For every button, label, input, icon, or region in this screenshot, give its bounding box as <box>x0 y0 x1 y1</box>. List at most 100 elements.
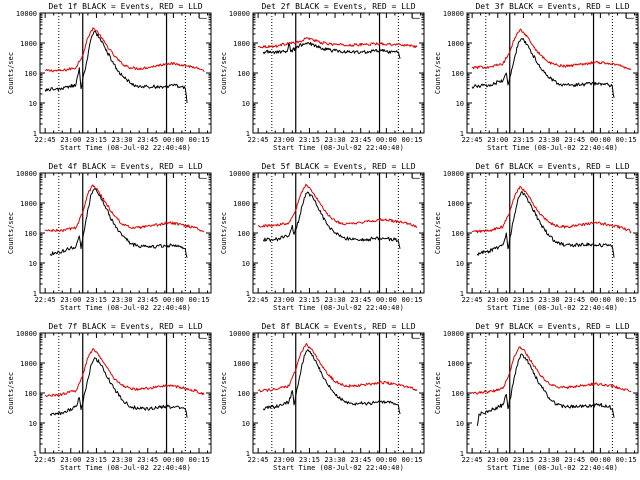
x-tick-label: 00:00 <box>590 456 611 464</box>
x-tick-label: 00:15 <box>401 136 422 144</box>
x-tick-label: 23:00 <box>487 136 508 144</box>
x-tick-label: 23:45 <box>137 296 158 304</box>
x-tick-label: 23:30 <box>325 456 346 464</box>
x-tick-label: 22:45 <box>462 296 483 304</box>
y-tick-label: 10 <box>29 260 37 268</box>
detector-panel-8: Det 8f BLACK = Events, RED = LLD └─ 1 10 100… <box>220 322 425 472</box>
x-tick-label: 23:30 <box>539 296 560 304</box>
y-tick-label: 10000 <box>443 10 464 18</box>
series-events-black <box>262 41 401 59</box>
y-tick-label: 10 <box>242 100 250 108</box>
x-tick-label: 23:15 <box>86 296 107 304</box>
detector-panel-1: Det 1f BLACK = Events, RED = LLD └─ 1 10 100… <box>7 2 212 152</box>
legend-mark: └─ <box>624 13 634 23</box>
y-tick-label: 10 <box>242 420 250 428</box>
x-tick-label: 00:15 <box>615 296 636 304</box>
series-lld-red <box>44 27 205 73</box>
y-axis-label: Counts/sec <box>434 52 442 94</box>
x-tick-label: 23:30 <box>539 456 560 464</box>
x-tick-label: 23:15 <box>299 456 320 464</box>
x-tick-label: 22:45 <box>35 136 56 144</box>
x-tick-label: 23:00 <box>60 456 81 464</box>
x-tick-label: 00:15 <box>188 456 209 464</box>
y-tick-label: 1 <box>460 450 464 458</box>
panel-title: Det 7f BLACK = Events, RED = LLD <box>48 322 202 331</box>
x-tick-label: 23:00 <box>487 296 508 304</box>
y-tick-label: 1 <box>246 130 250 138</box>
detector-panel-9: Det 9f BLACK = Events, RED = LLD └─ 1 10 100… <box>434 322 639 472</box>
series-lld-red <box>471 346 632 395</box>
y-tick-label: 100 <box>237 70 250 78</box>
y-tick-label: 100 <box>451 230 464 238</box>
panel-title: Det 5f BLACK = Events, RED = LLD <box>261 162 415 171</box>
x-tick-label: 23:00 <box>273 296 294 304</box>
x-axis-label: Start Time (08-Jul-02 22:40:40) <box>60 144 191 152</box>
panel-title: Det 3f BLACK = Events, RED = LLD <box>475 2 629 11</box>
y-tick-label: 10000 <box>443 170 464 178</box>
x-tick-label: 23:15 <box>513 296 534 304</box>
x-tick-label: 00:15 <box>401 296 422 304</box>
x-tick-label: 23:45 <box>564 136 585 144</box>
y-axis-label: Counts/sec <box>220 372 228 414</box>
x-tick-label: 00:15 <box>615 456 636 464</box>
x-tick-label: 23:15 <box>513 456 534 464</box>
series-events-black <box>262 349 401 415</box>
x-axis-label: Start Time (08-Jul-02 22:40:40) <box>487 144 618 152</box>
legend-mark: └─ <box>624 333 634 343</box>
series-events-black <box>471 38 615 98</box>
y-tick-label: 1000 <box>233 360 250 368</box>
y-tick-label: 10000 <box>16 170 37 178</box>
series-lld-red <box>44 184 205 233</box>
series-events-black <box>49 357 188 418</box>
y-axis-label: Counts/sec <box>7 212 15 254</box>
series-lld-red <box>44 348 205 397</box>
y-tick-label: 1000 <box>20 200 37 208</box>
detector-panel-4: Det 4f BLACK = Events, RED = LLD └─ 1 10 100… <box>7 162 212 312</box>
y-tick-label: 100 <box>451 70 464 78</box>
legend-mark: └─ <box>197 173 207 183</box>
detector-panel-3: Det 3f BLACK = Events, RED = LLD └─ 1 10 100… <box>434 2 639 152</box>
y-tick-label: 100 <box>237 230 250 238</box>
x-tick-label: 23:45 <box>564 296 585 304</box>
x-tick-label: 00:00 <box>376 296 397 304</box>
x-tick-label: 23:15 <box>513 136 534 144</box>
x-tick-label: 22:45 <box>248 296 269 304</box>
x-axis-label: Start Time (08-Jul-02 22:40:40) <box>273 464 404 472</box>
x-tick-label: 22:45 <box>462 136 483 144</box>
x-tick-label: 23:30 <box>112 296 133 304</box>
legend-mark: └─ <box>197 333 207 343</box>
y-tick-label: 1000 <box>20 360 37 368</box>
y-tick-label: 10000 <box>16 330 37 338</box>
x-tick-label: 00:15 <box>615 136 636 144</box>
y-tick-label: 1 <box>460 130 464 138</box>
series-lld-red <box>471 185 632 234</box>
panel-title: Det 8f BLACK = Events, RED = LLD <box>261 322 415 331</box>
detector-panel-7: Det 7f BLACK = Events, RED = LLD └─ 1 10 100… <box>7 322 212 472</box>
y-tick-label: 10 <box>242 260 250 268</box>
legend-mark: └─ <box>410 333 420 343</box>
x-tick-label: 00:15 <box>188 296 209 304</box>
x-tick-label: 23:00 <box>273 456 294 464</box>
y-tick-label: 10 <box>29 100 37 108</box>
y-tick-label: 1000 <box>233 200 250 208</box>
x-tick-label: 23:45 <box>350 136 371 144</box>
y-tick-label: 100 <box>24 70 37 78</box>
x-tick-label: 00:00 <box>376 136 397 144</box>
panel-title: Det 6f BLACK = Events, RED = LLD <box>475 162 629 171</box>
x-tick-label: 23:30 <box>325 136 346 144</box>
y-tick-label: 1 <box>246 290 250 298</box>
x-axis-label: Start Time (08-Jul-02 22:40:40) <box>60 464 191 472</box>
x-tick-label: 23:30 <box>112 136 133 144</box>
y-tick-label: 10 <box>456 100 464 108</box>
y-tick-label: 10000 <box>16 10 37 18</box>
x-tick-label: 23:45 <box>564 456 585 464</box>
y-tick-label: 100 <box>237 390 250 398</box>
y-axis-label: Counts/sec <box>220 52 228 94</box>
series-lld-red <box>257 183 418 228</box>
x-tick-label: 23:00 <box>60 136 81 144</box>
y-tick-label: 1000 <box>233 40 250 48</box>
x-tick-label: 23:00 <box>60 296 81 304</box>
y-tick-label: 10000 <box>229 330 250 338</box>
series-events-black <box>49 188 188 258</box>
